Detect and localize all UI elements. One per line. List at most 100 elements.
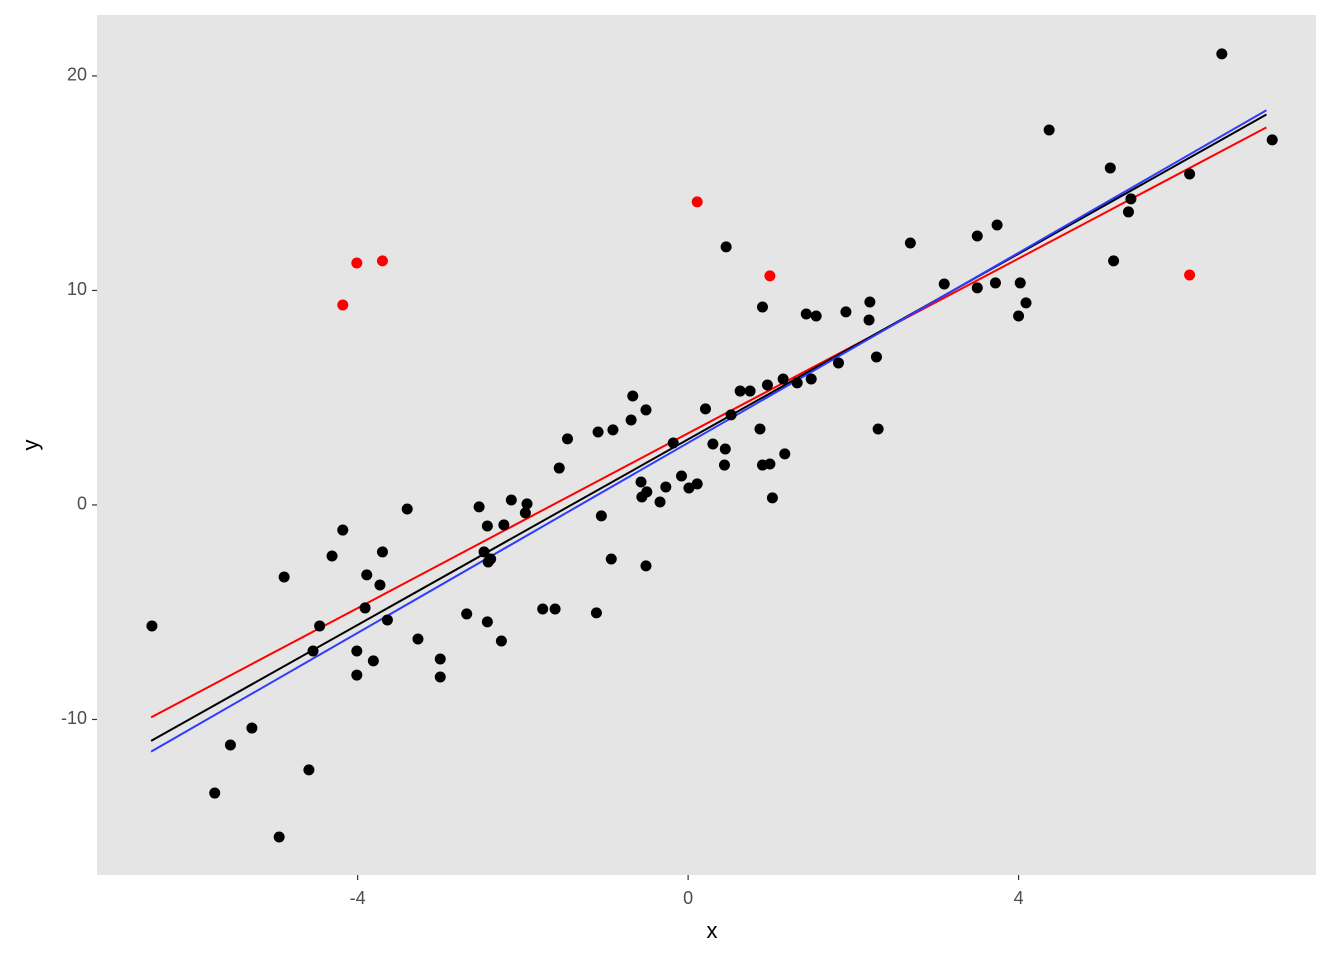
point — [989, 277, 1001, 289]
point — [971, 230, 983, 242]
point — [640, 404, 652, 416]
point — [361, 569, 373, 581]
point — [761, 379, 773, 391]
point — [938, 278, 950, 290]
point — [864, 296, 876, 308]
point — [791, 377, 803, 389]
point — [719, 443, 731, 455]
point — [561, 433, 573, 445]
point — [840, 306, 852, 318]
point — [434, 653, 446, 665]
point — [832, 357, 844, 369]
point — [519, 507, 531, 519]
point — [764, 458, 776, 470]
point — [1266, 134, 1278, 146]
point — [699, 403, 711, 415]
point — [337, 299, 349, 311]
point — [707, 438, 719, 450]
point — [872, 423, 884, 435]
y-tick-label: -10 — [61, 708, 87, 728]
point — [303, 764, 315, 776]
point — [718, 459, 730, 471]
point — [326, 550, 338, 562]
point — [351, 669, 363, 681]
point — [209, 787, 221, 799]
point — [495, 635, 507, 647]
point — [549, 603, 561, 615]
point — [1184, 168, 1196, 180]
point — [734, 385, 746, 397]
point — [146, 620, 158, 632]
point — [412, 633, 424, 645]
point — [691, 196, 703, 208]
point — [766, 492, 778, 504]
point — [521, 498, 533, 510]
point — [595, 510, 607, 522]
point — [676, 470, 688, 482]
point — [667, 437, 679, 449]
point — [1216, 48, 1228, 60]
point — [683, 482, 695, 494]
panel — [97, 15, 1316, 875]
point — [1020, 297, 1032, 309]
x-tick-label: 4 — [1014, 888, 1024, 908]
point — [367, 655, 379, 667]
point — [904, 237, 916, 249]
point — [654, 496, 666, 508]
point — [720, 241, 732, 253]
point — [401, 503, 413, 515]
point — [485, 553, 497, 565]
point — [359, 602, 371, 614]
point — [307, 645, 319, 657]
point — [725, 409, 737, 421]
point — [800, 308, 812, 320]
fit-line — [150, 109, 1267, 753]
point — [434, 671, 446, 683]
point — [863, 314, 875, 326]
x-tick-label: -4 — [350, 888, 366, 908]
point — [478, 546, 490, 558]
point — [537, 603, 549, 615]
y-axis-title: y — [18, 440, 43, 451]
point — [553, 462, 565, 474]
y-tick-label: 10 — [67, 279, 87, 299]
point — [640, 560, 652, 572]
point — [691, 478, 703, 490]
point — [779, 448, 791, 460]
point — [1043, 124, 1055, 136]
point — [498, 519, 510, 531]
point — [246, 722, 258, 734]
point — [754, 423, 766, 435]
point — [625, 414, 637, 426]
point — [1122, 206, 1134, 218]
point — [1125, 193, 1137, 205]
point — [351, 645, 363, 657]
point — [473, 501, 485, 513]
point — [376, 255, 388, 267]
fit-line — [150, 126, 1267, 719]
point — [744, 385, 756, 397]
y-tick-label: 0 — [77, 494, 87, 514]
point — [607, 424, 619, 436]
point — [314, 620, 326, 632]
point — [590, 607, 602, 619]
point — [810, 310, 822, 322]
point — [991, 219, 1003, 231]
point — [641, 486, 653, 498]
point — [627, 390, 639, 402]
point — [351, 257, 363, 269]
point — [381, 614, 393, 626]
y-tick-label: 20 — [67, 65, 87, 85]
point — [870, 351, 882, 363]
point — [1014, 277, 1026, 289]
x-tick-label: 0 — [683, 888, 693, 908]
point — [273, 831, 285, 843]
point — [374, 579, 386, 591]
point — [376, 546, 388, 558]
point — [278, 571, 290, 583]
point — [481, 616, 493, 628]
point — [505, 494, 517, 506]
point — [660, 481, 672, 493]
